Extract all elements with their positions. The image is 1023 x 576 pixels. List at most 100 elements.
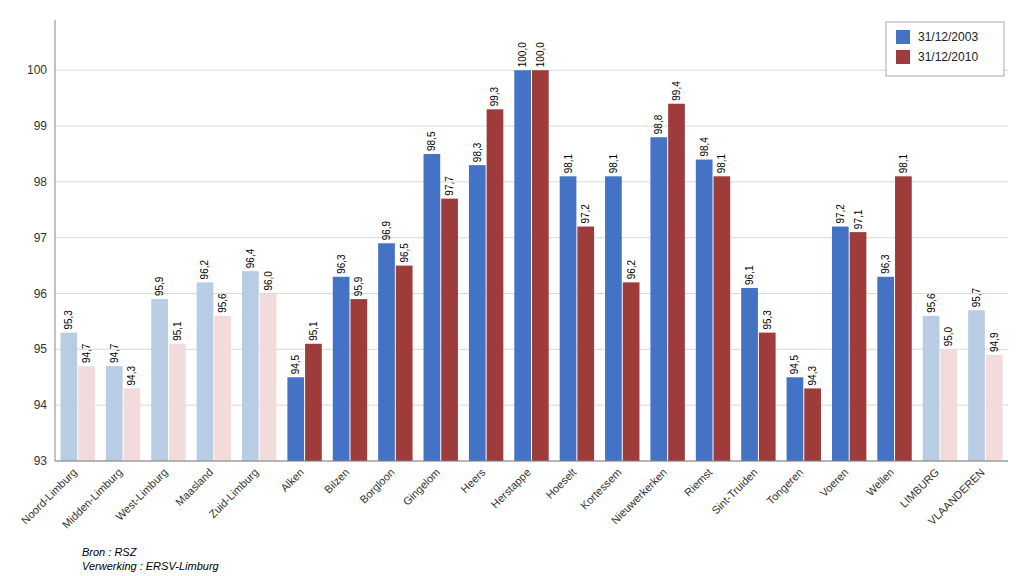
y-tick-label: 95 bbox=[34, 342, 48, 356]
bar bbox=[650, 137, 667, 461]
x-tick-label: Heers bbox=[458, 466, 488, 496]
data-label: 94,5 bbox=[789, 354, 800, 374]
bar bbox=[514, 70, 531, 461]
bars bbox=[60, 70, 1002, 461]
bar bbox=[532, 70, 549, 461]
data-label: 98,5 bbox=[426, 131, 437, 151]
bar bbox=[759, 333, 776, 461]
bar bbox=[804, 388, 821, 461]
y-tick-label: 100 bbox=[27, 63, 47, 77]
data-label: 97,7 bbox=[444, 176, 455, 196]
x-tick-label: Gingelom bbox=[400, 466, 442, 508]
legend-swatch bbox=[896, 30, 910, 44]
data-label: 98,1 bbox=[898, 153, 909, 173]
data-label: 96,0 bbox=[263, 271, 274, 291]
bar bbox=[78, 366, 95, 461]
data-label: 98,8 bbox=[653, 114, 664, 134]
y-axis: 93949596979899100 bbox=[27, 20, 1008, 468]
data-label: 97,1 bbox=[853, 209, 864, 229]
bar bbox=[396, 266, 413, 461]
data-labels: 95,394,795,996,296,494,596,396,998,598,3… bbox=[63, 42, 999, 386]
bar bbox=[741, 288, 758, 461]
y-tick-label: 96 bbox=[34, 287, 48, 301]
x-tick-label: Bilzen bbox=[322, 466, 352, 496]
bar bbox=[850, 232, 867, 461]
x-tick-label: Zuid-Limburg bbox=[206, 466, 260, 520]
bar bbox=[986, 355, 1003, 461]
x-tick-label: Maasland bbox=[173, 466, 215, 508]
grid-line bbox=[55, 181, 1008, 182]
x-tick-label: Kortessem bbox=[578, 466, 624, 512]
data-label: 96,5 bbox=[399, 243, 410, 263]
legend-label: 31/12/2003 bbox=[918, 30, 978, 44]
data-label: 94,3 bbox=[126, 366, 137, 386]
legend-box bbox=[886, 22, 1004, 76]
x-axis-line bbox=[55, 461, 1008, 462]
data-label: 96,3 bbox=[880, 254, 891, 274]
bar bbox=[287, 377, 304, 461]
bar bbox=[151, 299, 168, 461]
data-label: 94,9 bbox=[989, 332, 1000, 352]
bar bbox=[333, 277, 350, 461]
bar bbox=[923, 316, 940, 461]
x-tick-label: LIMBURG bbox=[897, 466, 941, 510]
data-label: 95,7 bbox=[971, 287, 982, 307]
data-label: 94,3 bbox=[807, 366, 818, 386]
bar bbox=[877, 277, 894, 461]
data-label: 95,0 bbox=[943, 326, 954, 346]
data-label: 96,4 bbox=[245, 248, 256, 268]
x-tick-label: Riemst bbox=[682, 466, 715, 499]
data-label: 99,4 bbox=[671, 81, 682, 101]
x-tick-label: Alken bbox=[278, 466, 306, 494]
bar bbox=[696, 160, 713, 461]
x-tick-label: VLAANDEREN bbox=[926, 466, 987, 527]
bar bbox=[424, 154, 441, 461]
data-label: 96,2 bbox=[199, 259, 210, 279]
bar bbox=[214, 316, 231, 461]
bar bbox=[378, 243, 395, 461]
bar bbox=[968, 310, 985, 461]
bar bbox=[60, 333, 77, 461]
bar bbox=[124, 388, 141, 461]
x-tick-label: Midden-Limburg bbox=[60, 466, 125, 531]
data-label: 95,9 bbox=[154, 276, 165, 296]
x-tick-label: Wellen bbox=[864, 466, 896, 498]
bar bbox=[441, 199, 458, 461]
grid-line bbox=[55, 461, 1008, 462]
bar bbox=[350, 299, 367, 461]
data-label: 95,1 bbox=[172, 321, 183, 341]
data-label: 98,1 bbox=[716, 153, 727, 173]
data-label: 96,1 bbox=[744, 265, 755, 285]
bar bbox=[260, 294, 277, 461]
y-tick-label: 93 bbox=[34, 454, 48, 468]
data-label: 97,2 bbox=[580, 204, 591, 224]
bar bbox=[714, 176, 731, 461]
bar bbox=[560, 176, 577, 461]
data-label: 95,6 bbox=[217, 293, 228, 313]
x-tick-label: Herstappe bbox=[489, 466, 533, 510]
y-tick-label: 98 bbox=[34, 175, 48, 189]
data-label: 95,9 bbox=[353, 276, 364, 296]
data-label: 98,3 bbox=[472, 142, 483, 162]
x-tick-label: Voeren bbox=[817, 466, 850, 499]
bar bbox=[197, 282, 214, 461]
data-label: 94,5 bbox=[290, 354, 301, 374]
bar bbox=[623, 282, 640, 461]
x-tick-label: Nieuwerkerken bbox=[609, 466, 669, 526]
data-label: 99,3 bbox=[489, 86, 500, 106]
bar bbox=[668, 104, 685, 461]
x-tick-label: Borgloon bbox=[357, 466, 397, 506]
bar bbox=[940, 349, 957, 461]
data-label: 100,0 bbox=[535, 42, 546, 67]
legend: 31/12/200331/12/2010 bbox=[886, 22, 1004, 76]
data-label: 98,1 bbox=[563, 153, 574, 173]
bar bbox=[832, 227, 849, 461]
bar bbox=[487, 109, 504, 461]
y-tick-label: 94 bbox=[34, 398, 48, 412]
x-tick-label: Tongeren bbox=[764, 466, 805, 507]
source-note: Bron : RSZVerwerking : ERSV-Limburg bbox=[82, 546, 220, 572]
bar bbox=[605, 176, 622, 461]
grid-line bbox=[55, 126, 1008, 127]
x-axis: Noord-LimburgMidden-LimburgWest-LimburgM… bbox=[19, 461, 1008, 531]
data-label: 95,3 bbox=[762, 310, 773, 330]
